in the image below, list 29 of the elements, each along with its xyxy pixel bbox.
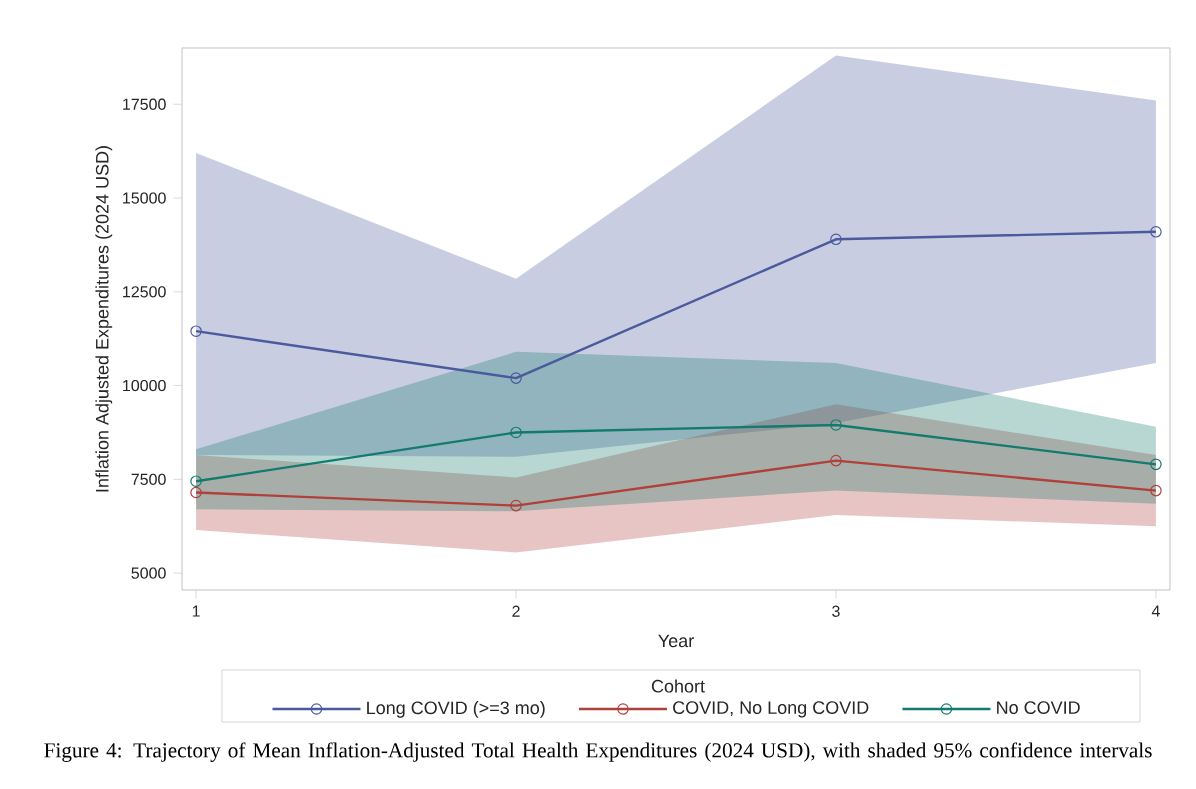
legend-label: COVID, No Long COVID: [673, 701, 869, 718]
y-tick-label: 15000: [123, 192, 166, 204]
x-tick-label: 2: [512, 605, 520, 617]
point: [1150, 225, 1162, 238]
x-tick-label: 3: [832, 605, 840, 617]
point: [510, 426, 522, 439]
x-axis-title: Year: [658, 634, 694, 648]
y-tick-label: 7500: [131, 473, 166, 486]
point: [830, 454, 842, 467]
y-tick-label: 17500: [123, 98, 166, 110]
x-tick-label: 4: [1151, 605, 1160, 617]
point: [190, 325, 202, 337]
y-tick-label: 12500: [123, 286, 166, 298]
point: [510, 499, 522, 512]
point: [190, 475, 202, 488]
x-tick-label: 1: [192, 605, 200, 617]
point: [190, 486, 202, 499]
point: [1150, 484, 1162, 497]
point: [830, 419, 842, 431]
y-tick-label: 10000: [123, 379, 166, 392]
y-axis-title: Inflation Adjusted Expenditures (2024 USD): [95, 146, 113, 492]
legend-label: Long COVID (>=3 mo): [367, 701, 545, 718]
point: [1150, 458, 1162, 471]
y-tick-label: 5000: [131, 567, 166, 579]
legend-label: No COVID: [997, 701, 1080, 714]
legend-title: Cohort: [651, 679, 705, 693]
point: [510, 372, 522, 384]
point: [830, 233, 842, 246]
caption: Figure 4: Trajectory of Mean Inflation-Adjusted Total Health Expenditures (2024 USD), with shaded 95% confidence intervals: [44, 742, 1152, 762]
